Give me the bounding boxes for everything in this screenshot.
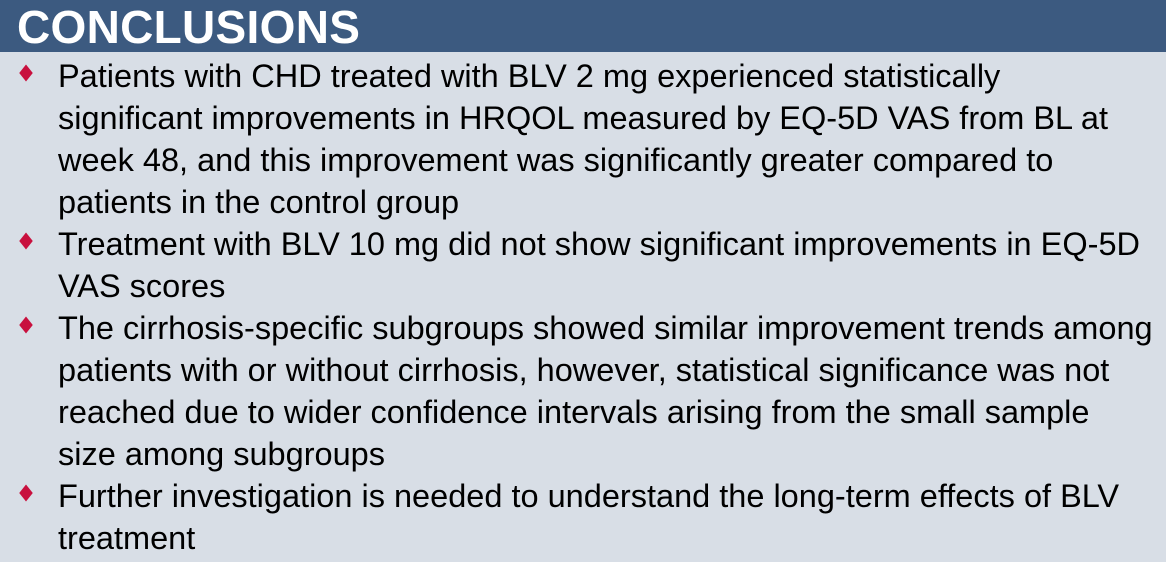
- list-item: The cirrhosis-specific subgroups showed …: [0, 307, 1153, 475]
- diamond-bullet-icon: [19, 232, 33, 250]
- section-header: CONCLUSIONS: [0, 0, 1166, 53]
- diamond-bullet-icon: [19, 484, 33, 502]
- diamond-bullet-icon: [19, 64, 33, 82]
- bullet-text: Treatment with BLV 10 mg did not show si…: [58, 226, 1140, 304]
- bullet-text: The cirrhosis-specific subgroups showed …: [58, 310, 1153, 472]
- list-item: Patients with CHD treated with BLV 2 mg …: [0, 55, 1153, 223]
- section-title: CONCLUSIONS: [17, 1, 361, 53]
- bullet-text: Further investigation is needed to under…: [58, 478, 1120, 556]
- conclusions-list: Patients with CHD treated with BLV 2 mg …: [0, 55, 1166, 559]
- list-item: Treatment with BLV 10 mg did not show si…: [0, 223, 1153, 307]
- bullet-text: Patients with CHD treated with BLV 2 mg …: [58, 58, 1109, 220]
- list-item: Further investigation is needed to under…: [0, 475, 1153, 559]
- diamond-bullet-icon: [19, 316, 33, 334]
